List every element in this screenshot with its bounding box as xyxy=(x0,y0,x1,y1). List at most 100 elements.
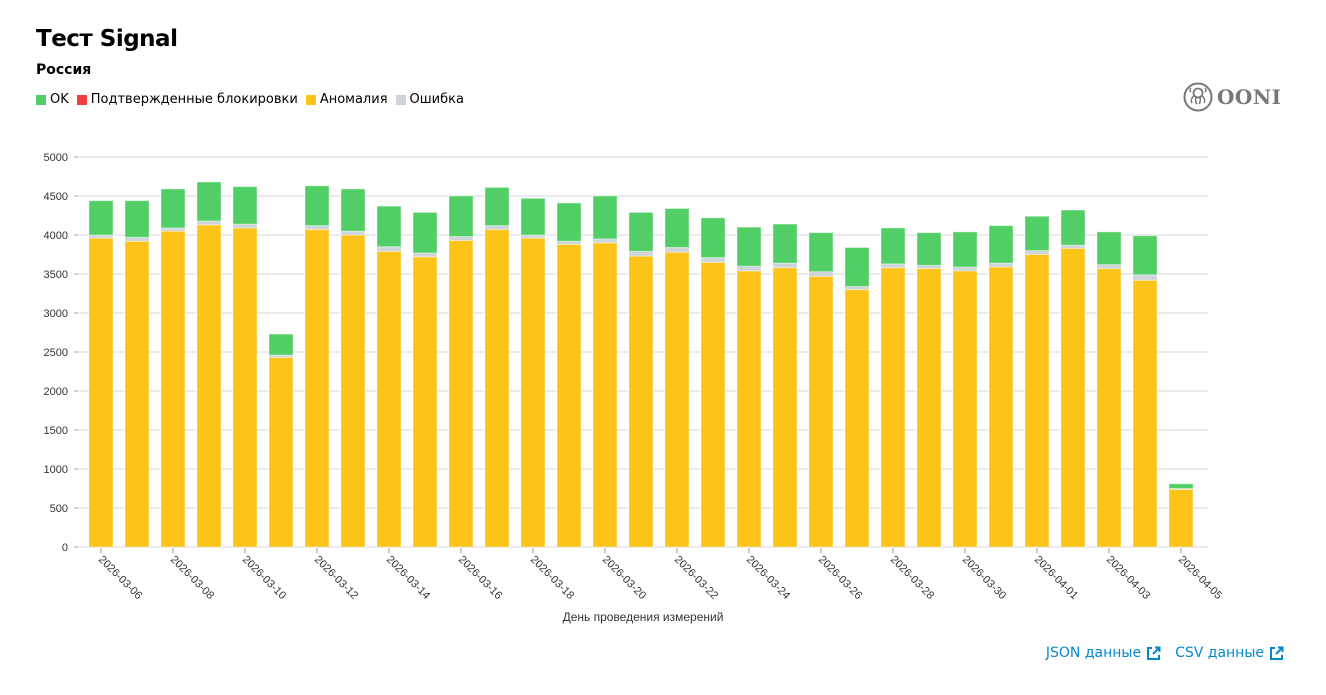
bar-stack[interactable] xyxy=(988,225,1014,548)
bar-segment-аномалия[interactable] xyxy=(88,237,114,548)
bar-segment-ошибка[interactable] xyxy=(808,271,834,277)
bar-segment-аномалия[interactable] xyxy=(448,239,474,548)
csv-data-link[interactable]: CSV данные xyxy=(1175,645,1284,661)
bar-segment-аномалия[interactable] xyxy=(1168,488,1194,548)
bar-segment-ошибка[interactable] xyxy=(628,250,654,257)
bar-stack[interactable] xyxy=(1132,235,1158,548)
bar-segment-аномалия[interactable] xyxy=(880,267,906,548)
bar-segment-ошибка[interactable] xyxy=(664,246,690,253)
bar-stack[interactable] xyxy=(736,226,762,548)
bar-segment-аномалия[interactable] xyxy=(808,275,834,548)
bar-segment-ошибка[interactable] xyxy=(1060,244,1086,249)
bar-stack[interactable] xyxy=(772,223,798,548)
bar-segment-аномалия[interactable] xyxy=(556,243,582,548)
bar-segment-аномалия[interactable] xyxy=(340,234,366,548)
bar-segment-ok[interactable] xyxy=(232,186,258,225)
bar-segment-аномалия[interactable] xyxy=(664,251,690,548)
bar-segment-аномалия[interactable] xyxy=(628,255,654,548)
bar-segment-ошибка[interactable] xyxy=(376,246,402,252)
bar-segment-ошибка[interactable] xyxy=(952,266,978,272)
legend-item-anomaly[interactable]: Аномалия xyxy=(305,92,388,107)
bar-segment-ошибка[interactable] xyxy=(340,230,366,236)
bar-stack[interactable] xyxy=(124,200,150,548)
bar-segment-ok[interactable] xyxy=(340,188,366,232)
bar-stack[interactable] xyxy=(808,232,834,548)
bar-segment-ok[interactable] xyxy=(304,185,330,227)
bar-segment-аномалия[interactable] xyxy=(844,289,870,548)
bar-segment-ошибка[interactable] xyxy=(844,285,870,291)
bar-segment-ok[interactable] xyxy=(196,181,222,222)
bar-segment-аномалия[interactable] xyxy=(1024,254,1050,548)
bar-segment-аномалия[interactable] xyxy=(700,261,726,548)
bar-segment-ok[interactable] xyxy=(1060,209,1086,246)
legend-item-failure[interactable]: Ошибка xyxy=(395,92,464,107)
bar-segment-ошибка[interactable] xyxy=(304,225,330,231)
bar-stack[interactable] xyxy=(268,333,294,548)
bar-segment-аномалия[interactable] xyxy=(304,229,330,548)
bar-segment-ok[interactable] xyxy=(988,225,1014,264)
bar-stack[interactable] xyxy=(916,232,942,548)
bar-stack[interactable] xyxy=(880,227,906,548)
bar-segment-аномалия[interactable] xyxy=(592,242,618,548)
bar-segment-ошибка[interactable] xyxy=(412,252,438,258)
bar-segment-ok[interactable] xyxy=(160,188,186,229)
bar-segment-ok[interactable] xyxy=(124,200,150,238)
bar-segment-ok[interactable] xyxy=(1168,483,1194,490)
bar-segment-ошибка[interactable] xyxy=(448,236,474,241)
bar-segment-ошибка[interactable] xyxy=(988,262,1014,268)
bar-stack[interactable] xyxy=(520,197,546,548)
bar-stack[interactable] xyxy=(700,217,726,548)
bar-stack[interactable] xyxy=(484,186,510,548)
bar-segment-ok[interactable] xyxy=(268,333,294,356)
bar-segment-аномалия[interactable] xyxy=(736,270,762,548)
bar-segment-ошибка[interactable] xyxy=(196,220,222,226)
bar-segment-ошибка[interactable] xyxy=(592,238,618,244)
bar-segment-аномалия[interactable] xyxy=(196,224,222,548)
bar-stack[interactable] xyxy=(556,202,582,548)
bar-segment-ok[interactable] xyxy=(880,227,906,265)
bar-segment-ошибка[interactable] xyxy=(1096,264,1122,270)
bar-segment-аномалия[interactable] xyxy=(1132,279,1158,548)
bar-segment-ok[interactable] xyxy=(592,195,618,240)
bar-segment-ошибка[interactable] xyxy=(232,223,258,229)
bar-segment-ok[interactable] xyxy=(808,232,834,273)
bar-segment-ошибка[interactable] xyxy=(1132,274,1158,281)
bar-segment-ok[interactable] xyxy=(664,207,690,248)
bar-segment-ok[interactable] xyxy=(556,202,582,242)
bar-segment-аномалия[interactable] xyxy=(1060,247,1086,548)
bar-stack[interactable] xyxy=(340,188,366,548)
bar-segment-ok[interactable] xyxy=(1132,235,1158,276)
bar-segment-аномалия[interactable] xyxy=(1096,268,1122,548)
bar-stack[interactable] xyxy=(304,185,330,548)
bar-stack[interactable] xyxy=(628,211,654,548)
bar-segment-аномалия[interactable] xyxy=(988,266,1014,548)
bar-stack[interactable] xyxy=(376,205,402,548)
bar-segment-аномалия[interactable] xyxy=(412,256,438,548)
bar-stack[interactable] xyxy=(664,207,690,548)
bar-segment-аномалия[interactable] xyxy=(520,237,546,548)
json-data-link[interactable]: JSON данные xyxy=(1046,645,1161,661)
bar-segment-ok[interactable] xyxy=(952,231,978,268)
bar-segment-аномалия[interactable] xyxy=(232,227,258,548)
legend-item-ok[interactable]: OK xyxy=(36,92,69,107)
bar-stack[interactable] xyxy=(232,186,258,548)
bar-segment-аномалия[interactable] xyxy=(124,240,150,548)
bar-segment-ошибка[interactable] xyxy=(1024,250,1050,256)
bar-segment-ok[interactable] xyxy=(520,197,546,236)
bar-segment-аномалия[interactable] xyxy=(772,267,798,548)
bar-segment-ok[interactable] xyxy=(1024,215,1050,252)
bar-segment-аномалия[interactable] xyxy=(484,229,510,548)
bar-stack[interactable] xyxy=(844,246,870,548)
bar-segment-ошибка[interactable] xyxy=(772,262,798,269)
bar-stack[interactable] xyxy=(160,188,186,548)
bar-segment-ok[interactable] xyxy=(1096,231,1122,266)
bar-segment-аномалия[interactable] xyxy=(268,356,294,548)
bar-stack[interactable] xyxy=(952,231,978,548)
bar-stack[interactable] xyxy=(592,195,618,548)
bar-stack[interactable] xyxy=(412,211,438,548)
bar-segment-аномалия[interactable] xyxy=(916,268,942,548)
bar-segment-ok[interactable] xyxy=(736,226,762,267)
bar-segment-ok[interactable] xyxy=(700,217,726,259)
bar-segment-аномалия[interactable] xyxy=(952,270,978,548)
bar-stack[interactable] xyxy=(88,200,114,548)
